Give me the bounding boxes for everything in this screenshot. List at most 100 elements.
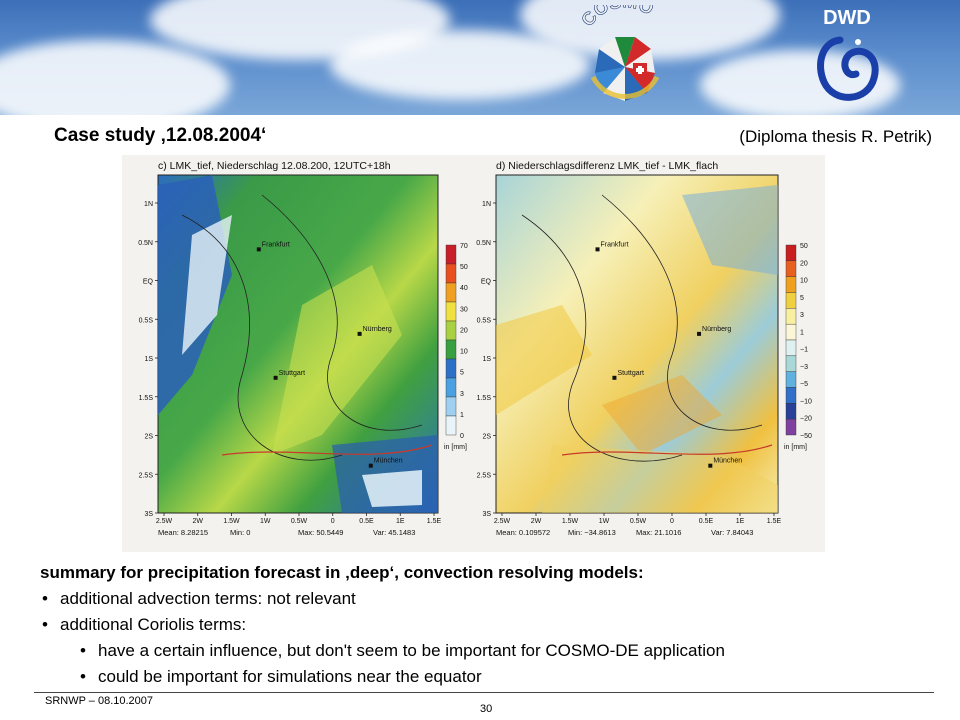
- cosmo-logo-text: COSMO: [577, 5, 657, 30]
- page-number: 30: [480, 703, 493, 715]
- cosmo-logo: COSMO: [577, 5, 660, 101]
- y-tick-label: 3S: [482, 511, 491, 518]
- legend-value: 10: [460, 349, 468, 356]
- x-tick-label: 0.5W: [291, 518, 308, 525]
- y-tick-label: 3S: [144, 511, 153, 518]
- legend-unit: in [mm]: [784, 444, 807, 451]
- city-label: Frankfurt: [262, 241, 290, 248]
- legend-value: −20: [800, 416, 812, 423]
- y-tick-label: 2.5S: [477, 472, 492, 479]
- legend-value: −1: [800, 347, 808, 354]
- legend-swatch: [785, 418, 797, 436]
- legend-value: 1: [460, 412, 464, 419]
- y-tick-label: 1.5S: [477, 395, 492, 402]
- legend-value: 70: [460, 243, 468, 250]
- y-tick-label: 2S: [144, 434, 153, 441]
- legend-swatch: [785, 260, 797, 277]
- x-tick-label: 0.5W: [630, 518, 647, 525]
- summary-list: additional advection terms: not relevant…: [40, 589, 940, 635]
- legend-value: 20: [800, 260, 808, 267]
- y-tick-label: EQ: [143, 279, 154, 286]
- y-tick-label: 0.5S: [139, 317, 154, 324]
- y-tick-label: 1.5S: [139, 395, 154, 402]
- precipitation-maps-figure: c) LMK_tief, Niederschlag 12.08.200, 12U…: [122, 155, 825, 552]
- maps-svg: c) LMK_tief, Niederschlag 12.08.200, 12U…: [138, 160, 812, 537]
- legend-value: 30: [460, 306, 468, 313]
- summary-item-advection: additional advection terms: not relevant: [40, 589, 940, 609]
- y-tick-label: 0.5N: [476, 240, 491, 247]
- legend-value: 50: [800, 243, 808, 250]
- y-tick-label: 1S: [482, 356, 491, 363]
- legend-value: 0: [460, 433, 464, 440]
- legend-swatch: [785, 276, 797, 293]
- y-tick-label: 1N: [482, 201, 491, 208]
- y-tick-label: 2S: [482, 434, 491, 441]
- legend-swatch: [785, 339, 797, 357]
- legend-swatch: [785, 387, 797, 404]
- cloud-decoration: [700, 50, 900, 115]
- summary-section: summary for precipitation forecast in ‚d…: [40, 563, 940, 693]
- x-tick-label: 1.5E: [427, 518, 442, 525]
- map-d-title: d) Niederschlagsdifferenz LMK_tief - LMK…: [496, 160, 718, 172]
- footer-event-date: SRNWP – 08.10.2007: [45, 695, 154, 707]
- y-tick-label: EQ: [481, 279, 492, 286]
- legend-swatch: [785, 323, 797, 341]
- legend-value: 5: [460, 370, 464, 377]
- dwd-logo: DWD: [817, 7, 879, 101]
- legend-swatch: [785, 292, 797, 309]
- legend-swatch: [445, 282, 457, 303]
- legend-value: 3: [800, 312, 804, 319]
- legend-value: −5: [800, 381, 808, 388]
- city-label: Nürnberg: [702, 326, 731, 333]
- legend-swatch: [445, 301, 457, 322]
- legend-swatch: [785, 403, 797, 420]
- city-label: Nürnberg: [363, 326, 392, 333]
- map-c-title: c) LMK_tief, Niederschlag 12.08.200, 12U…: [158, 160, 391, 172]
- city-label: Stuttgart: [617, 370, 644, 377]
- legend-swatch: [445, 339, 457, 360]
- legend-swatch: [445, 396, 457, 417]
- x-tick-label: 0.5E: [699, 518, 714, 525]
- x-tick-label: 2.5W: [156, 518, 173, 525]
- y-tick-label: 2.5S: [139, 472, 154, 479]
- legend-swatch: [445, 415, 457, 436]
- city-label: München: [374, 458, 403, 465]
- header-banner: COSMO DWD: [0, 0, 960, 115]
- legend-swatch: [785, 371, 797, 388]
- x-tick-label: 1W: [260, 518, 271, 525]
- map-stat: Max: 50.5449: [298, 528, 343, 537]
- legend-value: −3: [800, 364, 808, 371]
- dwd-logo-text: DWD: [823, 7, 871, 29]
- x-tick-label: 0: [670, 518, 674, 525]
- map-stat: Mean: 0.109572: [496, 528, 550, 537]
- x-tick-label: 2W: [531, 518, 542, 525]
- x-tick-label: 1.5W: [223, 518, 240, 525]
- svg-text:COSMO: COSMO: [577, 5, 657, 30]
- legend-value: 20: [460, 327, 468, 334]
- y-tick-label: 1S: [144, 356, 153, 363]
- legend-swatch: [785, 308, 797, 325]
- legend-value: 5: [800, 295, 804, 302]
- x-tick-label: 1E: [396, 518, 405, 525]
- x-tick-label: 1W: [599, 518, 610, 525]
- x-tick-label: 1.5W: [562, 518, 579, 525]
- map-stat: Min: −34.8613: [568, 528, 616, 537]
- map-stat: Var: 7.84043: [711, 528, 753, 537]
- coriolis-subitem-equator: could be important for simulations near …: [78, 667, 940, 687]
- city-label: Stuttgart: [279, 370, 306, 377]
- legend-value: −50: [800, 433, 812, 440]
- legend-value: 1: [800, 329, 804, 336]
- thesis-credit: (Diploma thesis R. Petrik): [739, 127, 932, 146]
- map-stat: Mean: 8.28215: [158, 528, 208, 537]
- x-tick-label: 0.5E: [359, 518, 374, 525]
- coriolis-sublist: have a certain influence, but don't seem…: [40, 641, 940, 687]
- legend-swatch: [785, 355, 797, 372]
- legend-swatch: [445, 263, 457, 284]
- slide-title: Case study ‚12.08.2004‘: [54, 125, 267, 146]
- legend-swatch: [445, 244, 457, 265]
- legend-value: −10: [800, 398, 812, 405]
- y-tick-label: 0.5N: [138, 240, 153, 247]
- legend-swatch: [445, 358, 457, 379]
- legend-unit: in [mm]: [444, 444, 467, 451]
- x-tick-label: 2.5W: [494, 518, 511, 525]
